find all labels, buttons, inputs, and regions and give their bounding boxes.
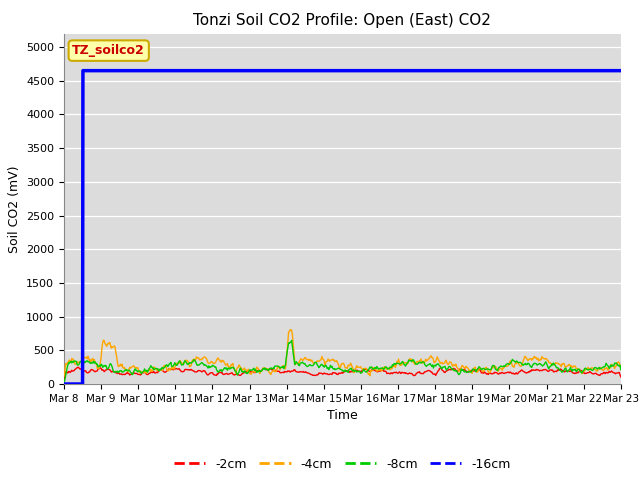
Y-axis label: Soil CO2 (mV): Soil CO2 (mV): [8, 165, 20, 252]
Title: Tonzi Soil CO2 Profile: Open (East) CO2: Tonzi Soil CO2 Profile: Open (East) CO2: [193, 13, 492, 28]
Legend: -2cm, -4cm, -8cm, -16cm: -2cm, -4cm, -8cm, -16cm: [169, 453, 516, 476]
Text: TZ_soilco2: TZ_soilco2: [72, 44, 145, 57]
X-axis label: Time: Time: [327, 409, 358, 422]
